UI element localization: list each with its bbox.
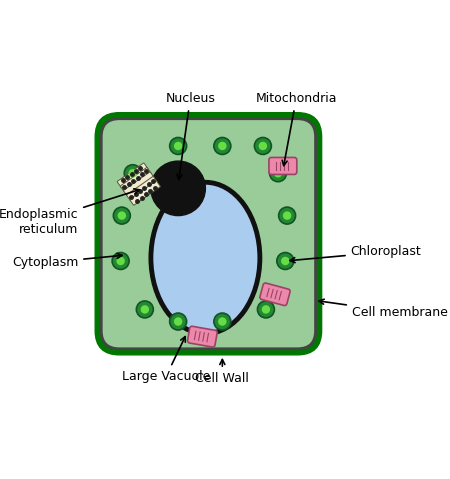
Circle shape: [254, 137, 271, 154]
Circle shape: [218, 142, 226, 150]
Circle shape: [218, 317, 226, 326]
Circle shape: [117, 257, 125, 265]
FancyBboxPatch shape: [123, 172, 154, 196]
Text: Nucleus: Nucleus: [165, 92, 215, 180]
Text: Chloroplast: Chloroplast: [290, 245, 422, 262]
Circle shape: [170, 313, 187, 330]
FancyBboxPatch shape: [121, 168, 151, 192]
Text: Endoplasmic
reticulum: Endoplasmic reticulum: [0, 189, 139, 236]
Circle shape: [214, 137, 231, 154]
Circle shape: [170, 137, 187, 154]
Circle shape: [283, 211, 291, 220]
Circle shape: [262, 305, 270, 314]
FancyBboxPatch shape: [117, 163, 148, 187]
Circle shape: [117, 211, 126, 220]
Circle shape: [281, 257, 289, 265]
FancyBboxPatch shape: [101, 119, 315, 349]
Text: Cell Wall: Cell Wall: [195, 359, 249, 385]
Circle shape: [174, 142, 182, 150]
FancyBboxPatch shape: [95, 113, 322, 355]
Text: Large Vacuole: Large Vacuole: [122, 337, 210, 383]
Circle shape: [129, 169, 137, 177]
Circle shape: [113, 207, 130, 224]
Ellipse shape: [151, 182, 260, 334]
Circle shape: [151, 161, 205, 216]
FancyBboxPatch shape: [126, 176, 157, 201]
Circle shape: [124, 165, 141, 182]
FancyBboxPatch shape: [269, 158, 297, 174]
Text: Mitochondria: Mitochondria: [256, 92, 337, 166]
Circle shape: [277, 252, 294, 270]
Circle shape: [214, 313, 231, 330]
Circle shape: [259, 142, 267, 150]
Circle shape: [174, 317, 182, 326]
Circle shape: [136, 301, 153, 318]
FancyBboxPatch shape: [188, 326, 217, 347]
Circle shape: [279, 207, 296, 224]
Circle shape: [270, 165, 287, 182]
FancyBboxPatch shape: [260, 283, 290, 306]
Circle shape: [112, 252, 129, 270]
FancyBboxPatch shape: [130, 181, 160, 205]
Circle shape: [140, 305, 149, 314]
Circle shape: [274, 169, 282, 177]
Circle shape: [257, 301, 274, 318]
Text: Cell membrane: Cell membrane: [319, 299, 448, 319]
Text: Cytoplasm: Cytoplasm: [12, 253, 122, 269]
